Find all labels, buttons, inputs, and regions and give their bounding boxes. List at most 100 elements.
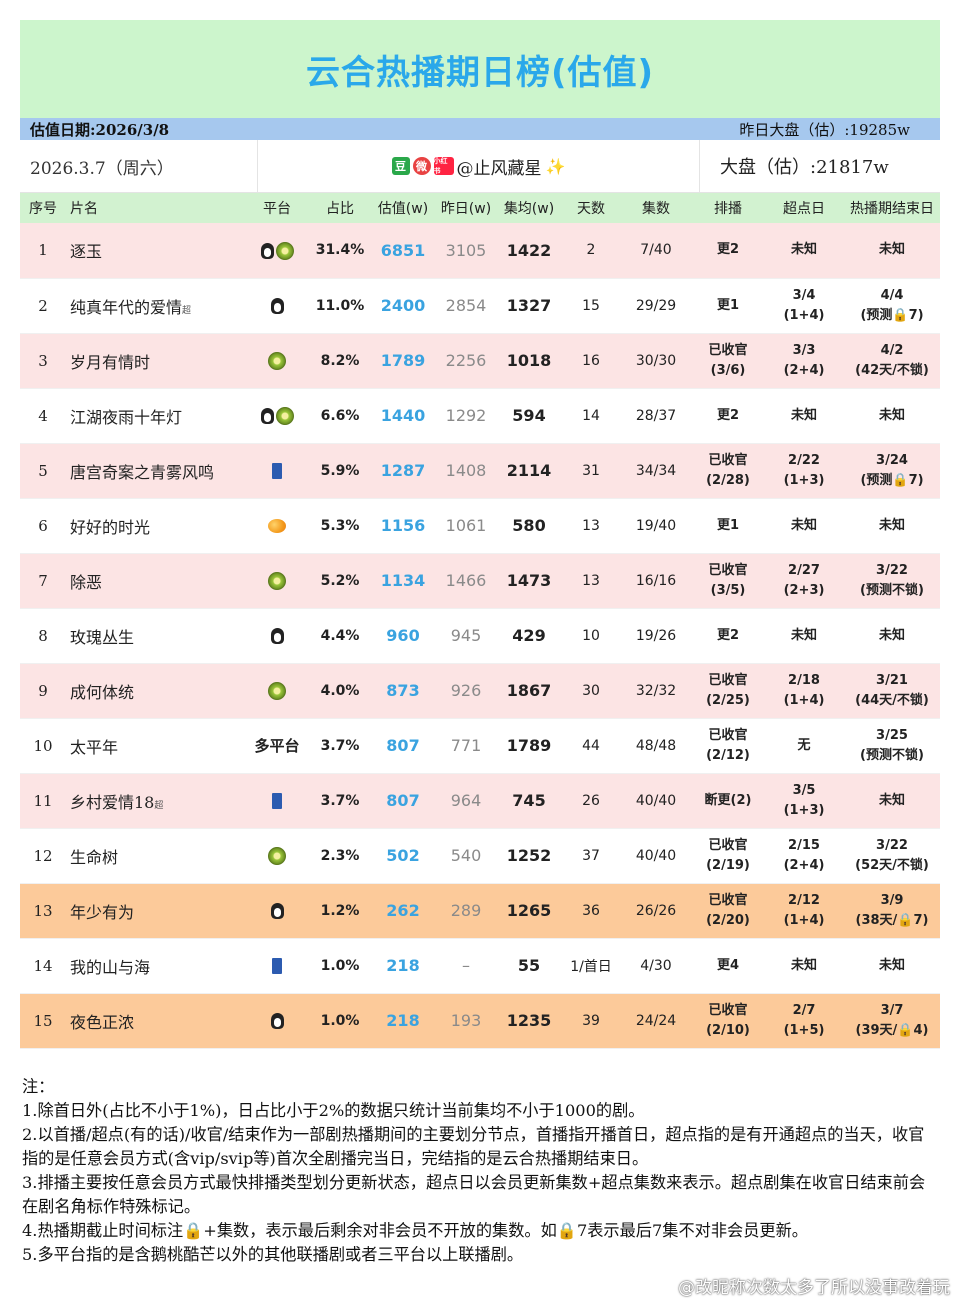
sched-line: (2/19): [706, 857, 750, 873]
episodes-cell: 7/40: [620, 223, 692, 279]
schedule-cell: 已收官 (2/10): [692, 993, 764, 1049]
end-date-cell: 未知: [844, 388, 940, 444]
kiwi-icon: [268, 681, 286, 700]
share-cell: 1.2%: [310, 883, 370, 939]
header-episodes: 集数: [642, 201, 670, 217]
days-cell: 16: [562, 333, 620, 389]
schedule-cell: 已收官 (2/28): [692, 443, 764, 499]
peak-day-cell: 未知: [764, 223, 844, 279]
end-line: 4/4: [880, 287, 904, 303]
title-cell: 我的山与海: [66, 938, 244, 994]
ranking-table: 序号 片名 平台 占比 估值(w) 昨日(w) 集均(w) 天数 集数 排播 超…: [20, 193, 940, 1049]
platform-cell: [244, 663, 310, 719]
title-cell: 成何体统: [66, 663, 244, 719]
yesterday-cell: 2256: [436, 333, 496, 389]
share-cell: 4.4%: [310, 608, 370, 664]
days-cell: 39: [562, 993, 620, 1049]
peak-line: 未知: [790, 627, 817, 643]
end-line: 未知: [878, 627, 905, 643]
table-row: 13 年少有为 1.2% 262 289 1265 36 26/26 已收官 (2/20) 2/12…: [20, 883, 940, 939]
peak-line: (1+3): [783, 802, 825, 818]
drama-name: 夜色正浓: [70, 1012, 135, 1032]
yesterday-cell: 926: [436, 663, 496, 719]
estimate-cell: 218: [370, 993, 436, 1049]
sched-line: 已收官: [708, 452, 748, 468]
rank-cell: 3: [20, 333, 66, 389]
peak-line: (2+4): [783, 362, 825, 378]
sched-line: (3/6): [710, 362, 746, 378]
schedule-cell: 已收官 (2/20): [692, 883, 764, 939]
platform-cell: [244, 498, 310, 554]
end-line: (预测🔒7): [860, 307, 924, 323]
sched-line: 已收官: [708, 892, 748, 908]
sched-line: 已收官: [708, 342, 748, 358]
sched-line: 更1: [716, 297, 740, 313]
drama-name: 江湖夜雨十年灯: [70, 407, 183, 427]
yesterday-cell: 1466: [436, 553, 496, 609]
drama-name: 玫瑰丛生: [70, 627, 135, 647]
sched-line: 已收官: [708, 727, 748, 743]
end-date-cell: 3/22 (预测不锁): [844, 553, 940, 609]
table-row: 4 江湖夜雨十年灯 6.6% 1440 1292 594 14 28/37 更2 未知 未知: [20, 388, 940, 444]
table-row: 10 太平年 多平台 3.7% 807 771 1789 44 48/48 已收官 (2/12) 无 3…: [20, 718, 940, 774]
end-line: (52天/不锁): [855, 857, 929, 873]
header-estimate: 估值(w): [377, 201, 429, 217]
rank-cell: 8: [20, 608, 66, 664]
peak-line: (2+3): [783, 582, 825, 598]
episodes-cell: 40/40: [620, 828, 692, 884]
schedule-cell: 已收官 (2/12): [692, 718, 764, 774]
drama-name: 乡村爱情18: [70, 792, 155, 812]
end-line: (44天/不锁): [855, 692, 929, 708]
platform-cell: [244, 993, 310, 1049]
sched-line: (3/5): [710, 582, 746, 598]
episodes-cell: 19/26: [620, 608, 692, 664]
header-schedule: 排播: [714, 201, 742, 217]
watermark: @改昵称次数太多了所以没事改着玩: [678, 1278, 950, 1298]
author-handle: @止风藏星: [456, 158, 542, 179]
days-cell: 31: [562, 443, 620, 499]
title-cell: 好好的时光: [66, 498, 244, 554]
estimate-cell: 1156: [370, 498, 436, 554]
penguin-icon: [270, 903, 284, 919]
end-date-cell: 4/4 (预测🔒7): [844, 278, 940, 334]
estimate-cell: 873: [370, 663, 436, 719]
today-total: 大盘（估）:21817w: [720, 157, 889, 178]
platform-cell: [244, 443, 310, 499]
end-date-cell: 3/25 (预测不锁): [844, 718, 940, 774]
end-date-cell: 4/2 (42天/不锁): [844, 333, 940, 389]
peak-line: 2/18: [788, 672, 820, 688]
end-line: 3/9: [880, 892, 904, 908]
rank-cell: 4: [20, 388, 66, 444]
platform-cell: [244, 828, 310, 884]
sched-line: 已收官: [708, 837, 748, 853]
share-cell: 6.6%: [310, 388, 370, 444]
header-peak-day: 超点日: [783, 201, 825, 217]
end-line: 3/24: [876, 452, 908, 468]
header-days: 天数: [577, 201, 605, 217]
yesterday-cell: 945: [436, 608, 496, 664]
end-line: 未知: [878, 792, 905, 808]
episodes-cell: 40/40: [620, 773, 692, 829]
platform-cell: [244, 938, 310, 994]
estimate-cell: 2400: [370, 278, 436, 334]
average-cell: 580: [496, 498, 562, 554]
drama-name: 唐宫奇案之青雾风鸣: [70, 462, 215, 482]
estimate-cell: 1134: [370, 553, 436, 609]
peak-line: 2/15: [788, 837, 820, 853]
average-cell: 1265: [496, 883, 562, 939]
drama-name: 除恶: [70, 572, 103, 592]
end-line: (38天/🔒7): [855, 912, 929, 928]
estimate-cell: 1789: [370, 333, 436, 389]
yesterday-cell: 289: [436, 883, 496, 939]
end-line: 未知: [878, 407, 905, 423]
drama-name: 岁月有情时: [70, 352, 151, 372]
estimate-cell: 262: [370, 883, 436, 939]
peak-day-cell: 3/3 (2+4): [764, 333, 844, 389]
jeans-icon: [272, 463, 282, 479]
schedule-cell: 已收官 (3/5): [692, 553, 764, 609]
share-cell: 5.2%: [310, 553, 370, 609]
days-cell: 13: [562, 553, 620, 609]
yesterday-cell: 193: [436, 993, 496, 1049]
yesterday-cell: 1408: [436, 443, 496, 499]
end-date-cell: 未知: [844, 773, 940, 829]
